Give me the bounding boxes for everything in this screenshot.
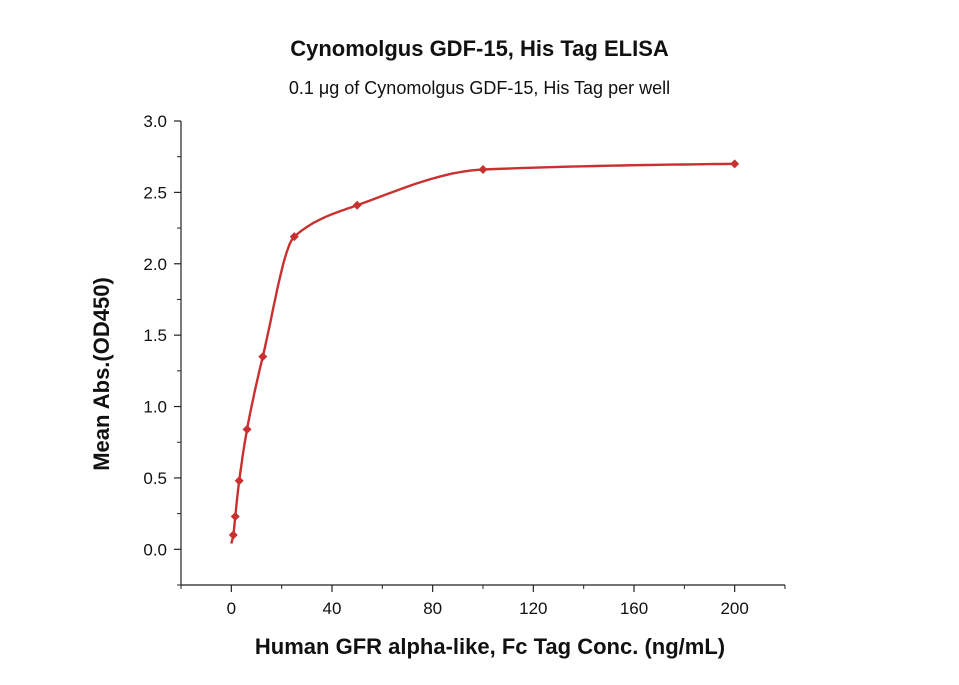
data-point xyxy=(228,530,238,540)
data-point xyxy=(234,476,244,486)
axes xyxy=(180,121,785,586)
ticks: 0.0 0.5 1.0 1.5 2.0 2.5 3.0 0 40 80 120 160 200 xyxy=(143,112,786,618)
y-tick-label: 2.5 xyxy=(143,183,167,202)
data-point xyxy=(230,511,240,521)
x-tick-label: 120 xyxy=(519,599,547,618)
y-tick-label: 1.5 xyxy=(143,326,167,345)
y-tick-label: 1.0 xyxy=(143,398,167,417)
x-tick-label: 160 xyxy=(620,599,648,618)
fit-curve-layer xyxy=(230,162,735,544)
chart-subtitle: 0.1 μg of Cynomolgus GDF-15, His Tag per… xyxy=(288,78,671,98)
data-point xyxy=(258,352,268,362)
data-point xyxy=(352,200,362,210)
data-points xyxy=(228,159,740,540)
y-axis-label: Mean Abs.(OD450) xyxy=(89,277,114,471)
chart-title: Cynomolgus GDF-15, His Tag ELISA xyxy=(290,36,669,61)
data-point xyxy=(289,232,299,242)
x-tick-label: 0 xyxy=(227,599,236,618)
y-tick-label: 0.5 xyxy=(143,469,167,488)
x-tick-label: 80 xyxy=(423,599,442,618)
fit-curve-line xyxy=(230,162,735,544)
y-tick-label: 3.0 xyxy=(143,112,167,131)
x-axis-label: Human GFR alpha-like, Fc Tag Conc. (ng/m… xyxy=(254,634,726,659)
data-point xyxy=(730,159,740,169)
x-tick-label: 40 xyxy=(323,599,342,618)
x-tick-label: 200 xyxy=(720,599,748,618)
y-tick-label: 0.0 xyxy=(143,540,167,559)
data-point xyxy=(478,165,488,175)
data-point xyxy=(242,424,252,434)
y-tick-label: 2.0 xyxy=(143,255,167,274)
